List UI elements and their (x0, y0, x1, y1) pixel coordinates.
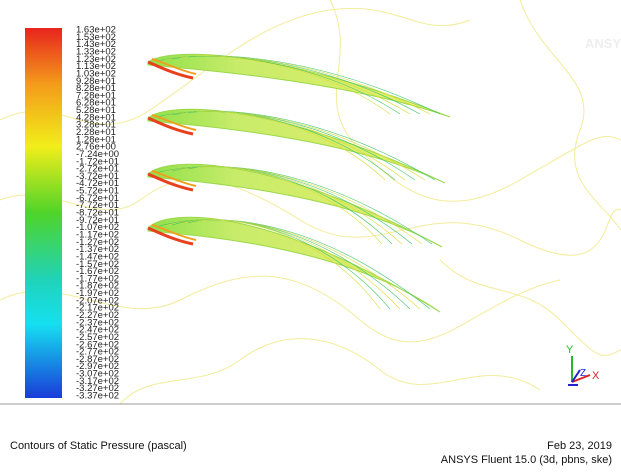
footer-software: ANSYS Fluent 15.0 (3d, pbns, ske) (441, 454, 612, 466)
fluent-view: 1.63e+021.53e+021.43e+021.33e+021.23e+02… (0, 0, 621, 472)
logo: ANSYS (585, 36, 621, 51)
footer-date: Feb 23, 2019 (547, 440, 612, 452)
colorbar (25, 28, 62, 398)
axis-label: Y (566, 344, 574, 356)
colorbar-labels: 1.63e+021.53e+021.43e+021.33e+021.23e+02… (76, 25, 119, 402)
colorbar-label: -3.37e+02 (76, 391, 119, 402)
axis-label: Z (580, 368, 586, 379)
axis-label: X (592, 370, 600, 382)
footer-title: Contours of Static Pressure (pascal) (10, 440, 187, 452)
